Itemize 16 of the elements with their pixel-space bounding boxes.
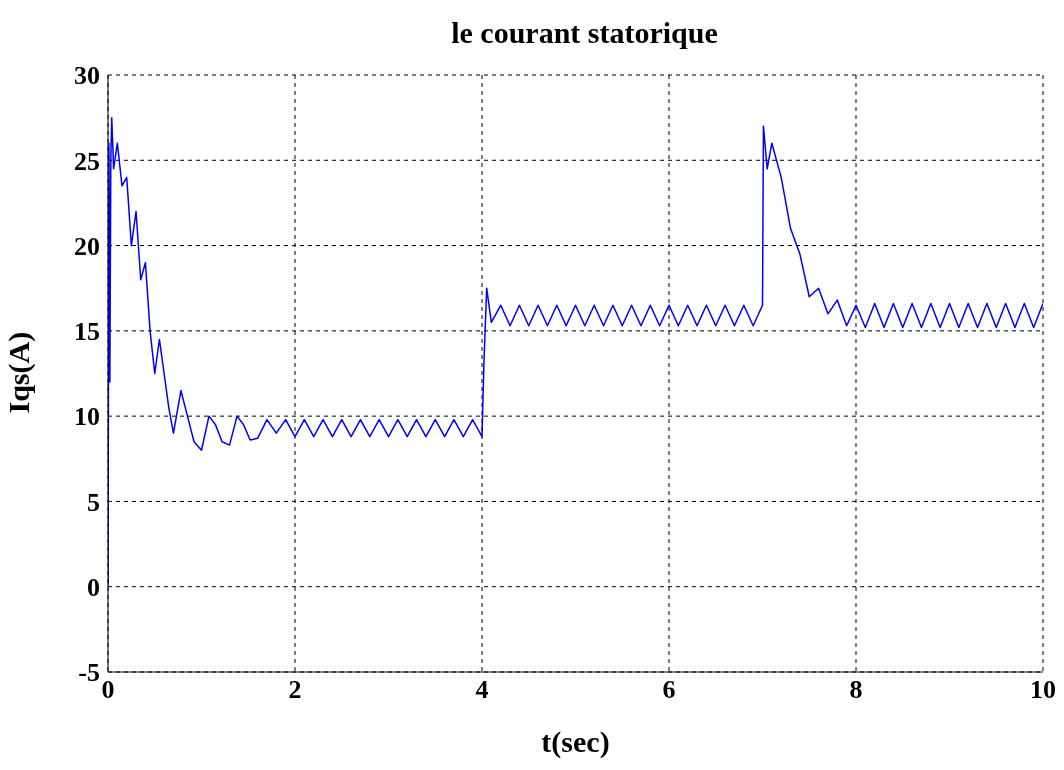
y-tick-label: 25 bbox=[74, 146, 100, 176]
x-tick-label: 10 bbox=[1030, 675, 1056, 705]
x-tick-label: 4 bbox=[475, 675, 489, 705]
x-tick-label: 8 bbox=[849, 675, 863, 705]
y-tick-label: -5 bbox=[78, 658, 100, 688]
x-axis-title: t(sec) bbox=[541, 725, 610, 759]
y-tick-label: 5 bbox=[87, 487, 100, 517]
y-tick-label: 0 bbox=[87, 572, 100, 602]
y-tick-label: 10 bbox=[74, 402, 100, 432]
y-tick-label: 30 bbox=[74, 61, 100, 91]
chart-title: le courant statorique bbox=[450, 16, 719, 50]
y-tick-label: 20 bbox=[74, 231, 100, 261]
y-tick-label: 15 bbox=[74, 317, 100, 347]
x-tick-label: 2 bbox=[288, 675, 302, 705]
y-axis-title: Iqs(A) bbox=[1, 331, 36, 414]
x-tick-label: 6 bbox=[662, 675, 676, 705]
